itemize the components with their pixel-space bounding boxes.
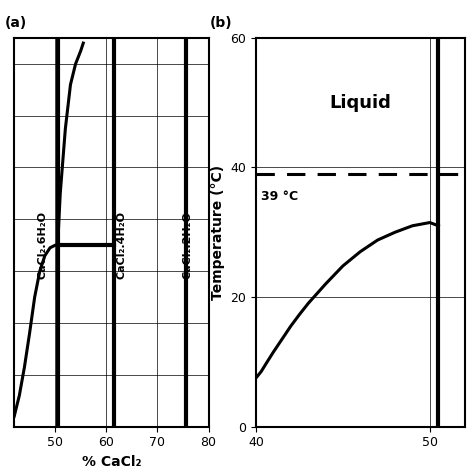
Text: CaCl₂.2H₂O: CaCl₂.2H₂O bbox=[182, 211, 192, 279]
X-axis label: % CaCl₂: % CaCl₂ bbox=[82, 455, 141, 469]
Text: Liquid: Liquid bbox=[329, 94, 391, 112]
Text: (a): (a) bbox=[5, 16, 27, 30]
Text: 39 °C: 39 °C bbox=[261, 190, 298, 203]
Text: CaCl₂.6H₂O: CaCl₂.6H₂O bbox=[37, 211, 47, 279]
Text: CaCl₂.4H₂O: CaCl₂.4H₂O bbox=[117, 211, 127, 279]
Text: (b): (b) bbox=[210, 16, 233, 30]
Y-axis label: Temperature (°C): Temperature (°C) bbox=[211, 164, 225, 300]
